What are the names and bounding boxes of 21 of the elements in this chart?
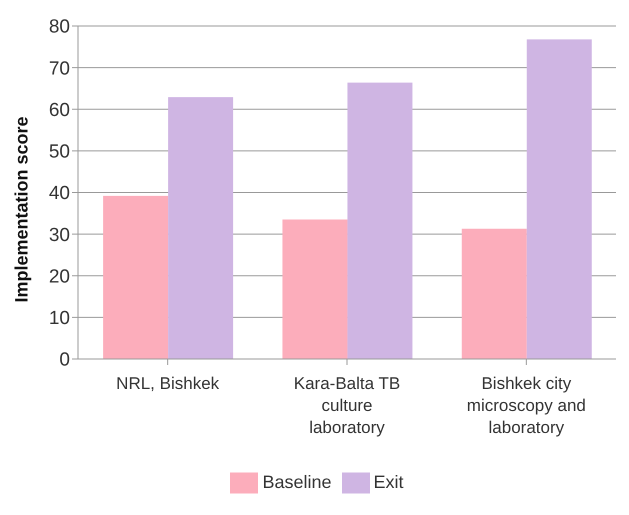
y-tick-label: 30 (48, 224, 70, 246)
legend-label: Baseline (262, 472, 332, 492)
bar (347, 82, 412, 359)
y-tick-label: 10 (48, 308, 70, 330)
x-tick-label: NRL, Bishkek (116, 374, 220, 393)
y-tick-label: 0 (59, 350, 70, 371)
y-tick-label: 50 (48, 142, 70, 163)
bar (168, 97, 234, 359)
y-tick-label: 40 (48, 183, 70, 204)
bar (103, 196, 168, 359)
y-axis-title: Implementation score (11, 116, 32, 302)
y-tick-label: 20 (48, 266, 70, 288)
bar (282, 220, 348, 359)
y-tick-label: 70 (48, 58, 70, 80)
x-tick-label: Bishkek city microscopy and laboratory (466, 374, 586, 437)
y-tick-label: 60 (48, 100, 70, 121)
y-tick-label: 80 (48, 16, 70, 38)
bar (526, 39, 592, 359)
bar (462, 228, 527, 359)
legend-label: Exit (374, 472, 404, 492)
x-tick-label: Kara-Balta TB culture laboratory (294, 374, 400, 437)
